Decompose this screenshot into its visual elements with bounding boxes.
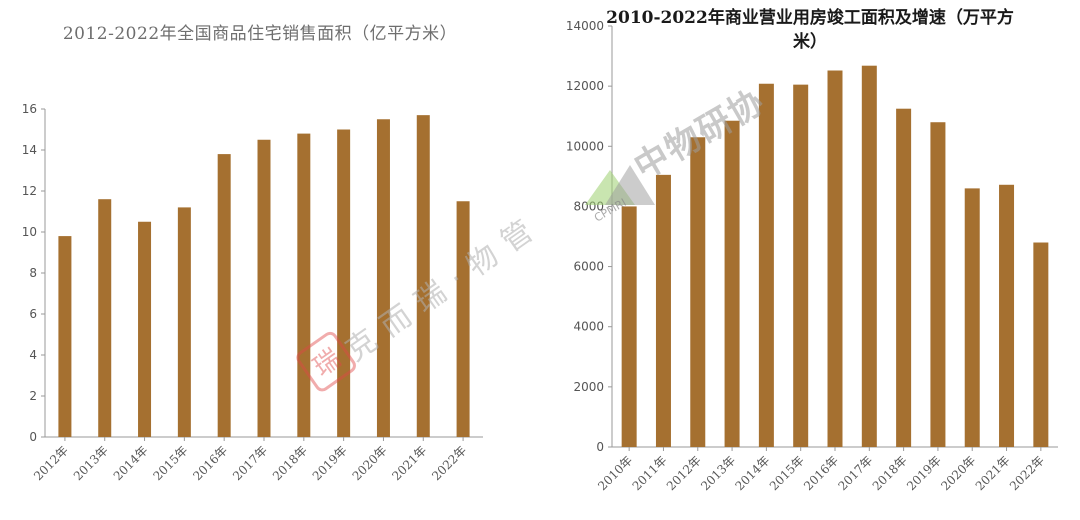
x-tick-label: 2011年	[630, 453, 670, 493]
x-tick-label: 2018年	[270, 443, 310, 483]
bar-2015年	[177, 207, 191, 437]
y-tick-label: 8000	[573, 199, 604, 213]
y-tick-label: 12000	[566, 79, 604, 93]
y-tick-label: 14	[22, 143, 37, 157]
right-chart-svg: 020004000600080001000012000140002010年201…	[566, 19, 1058, 493]
x-tick-label: 2018年	[870, 453, 910, 493]
x-tick-label: 2014年	[733, 453, 773, 493]
bar-2019年	[337, 129, 351, 437]
bar-2020年	[964, 188, 980, 447]
bar-2019年	[930, 122, 946, 447]
x-tick-label: 2020年	[938, 453, 978, 493]
y-tick-label: 2	[29, 389, 37, 403]
y-tick-label: 4000	[573, 320, 604, 334]
x-tick-label: 2020年	[350, 443, 390, 483]
right-chart-title: 2010-2022年商业营业用房竣工面积及增速（万平方米）	[606, 8, 1014, 52]
x-tick-label: 2012年	[664, 453, 704, 493]
bar-2014年	[138, 221, 152, 437]
y-tick-label: 0	[29, 430, 37, 444]
bar-2022年	[456, 201, 470, 437]
bar-2020年	[376, 119, 390, 437]
right-chart-panel: 2010-2022年商业营业用房竣工面积及增速（万平方米） 0 2000 4000 6…	[540, 0, 1080, 520]
bar-2018年	[297, 133, 311, 437]
bar-2013年	[724, 120, 740, 447]
y-tick-label: 2000	[573, 380, 604, 394]
x-tick-label: 2012年	[31, 443, 71, 483]
bar-2022年	[1033, 242, 1049, 447]
bar-2018年	[896, 108, 912, 448]
bar-2010年	[621, 206, 637, 447]
x-tick-label: 2016年	[801, 453, 841, 493]
y-tick-label: 0	[596, 440, 604, 454]
x-tick-label: 2019年	[904, 453, 944, 493]
bar-2013年	[98, 199, 112, 437]
bar-2015年	[793, 84, 809, 447]
x-tick-label: 2015年	[151, 443, 191, 483]
y-tick-label: 14000	[566, 19, 604, 33]
x-tick-label: 2013年	[698, 453, 738, 493]
bar-2011年	[655, 174, 671, 447]
x-tick-label: 2021年	[389, 443, 429, 483]
bar-2017年	[861, 65, 877, 448]
x-tick-label: 2019年	[310, 443, 350, 483]
y-tick-label: 10	[22, 225, 37, 239]
x-tick-label: 2014年	[111, 443, 151, 483]
bar-2014年	[758, 83, 774, 447]
left-chart-panel: 2012-2022年全国商品住宅销售面积（亿平方米） 0 2 4 6 8 10 12 14 16…	[22, 24, 483, 483]
bar-2012年	[690, 137, 706, 447]
y-tick-label: 10000	[566, 139, 604, 153]
x-tick-label: 2017年	[230, 443, 270, 483]
y-tick-label: 6	[29, 307, 37, 321]
y-tick-label: 8	[29, 266, 37, 280]
x-tick-label: 2015年	[767, 453, 807, 493]
x-tick-label: 2010年	[595, 453, 635, 493]
bar-2016年	[827, 70, 843, 448]
y-tick-label: 4	[29, 348, 37, 362]
bar-2021年	[416, 115, 430, 438]
y-tick-label: 16	[22, 102, 37, 116]
x-tick-label: 2017年	[835, 453, 875, 493]
bar-2021年	[999, 184, 1015, 447]
x-tick-label: 2022年	[1007, 453, 1047, 493]
x-tick-label: 2013年	[71, 443, 111, 483]
y-tick-label: 12	[22, 184, 37, 198]
x-tick-label: 2021年	[973, 453, 1013, 493]
bar-2016年	[217, 154, 231, 437]
bar-2017年	[257, 139, 271, 437]
x-tick-label: 2016年	[190, 443, 230, 483]
x-tick-label: 2022年	[429, 443, 469, 483]
y-tick-label: 6000	[573, 260, 604, 274]
left-chart-title: 2012-2022年全国商品住宅销售面积（亿平方米）	[62, 24, 458, 44]
bar-2012年	[58, 236, 72, 437]
